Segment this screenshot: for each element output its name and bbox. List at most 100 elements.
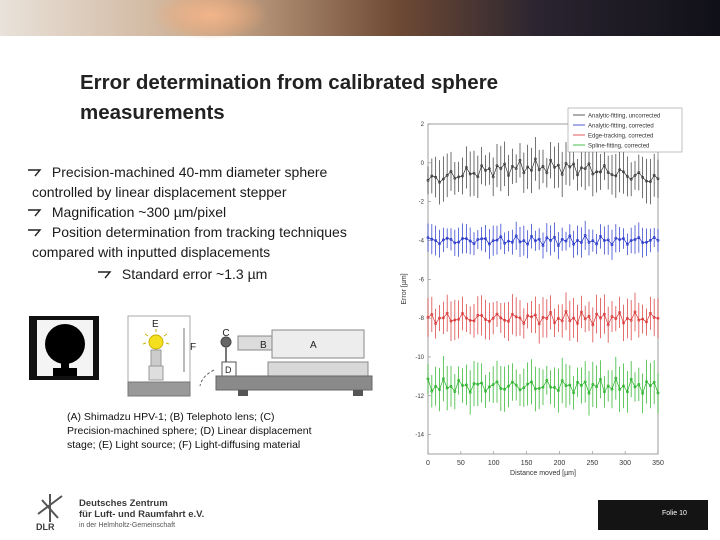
data-point <box>622 170 625 174</box>
data-point <box>487 167 491 170</box>
y-tick-label: -14 <box>415 433 424 439</box>
data-point <box>522 386 526 390</box>
data-point <box>583 234 587 237</box>
data-point <box>464 316 468 320</box>
data-point <box>426 315 430 319</box>
arrow-bullet-icon <box>28 229 42 237</box>
data-point <box>579 384 583 387</box>
data-point <box>430 312 434 316</box>
x-tick-label: 250 <box>586 460 598 467</box>
data-point <box>522 321 526 325</box>
y-tick-label: -12 <box>415 394 424 400</box>
data-point <box>579 241 583 244</box>
data-point <box>656 391 660 395</box>
data-point <box>510 164 514 168</box>
data-point <box>430 237 434 241</box>
logo-text: Deutsches Zentrum für Luft- und Raumfahr… <box>79 498 204 520</box>
data-point <box>434 239 438 242</box>
figure-caption: (A) Shimadzu HPV-1; (B) Telephoto lens; … <box>67 410 367 452</box>
data-point <box>464 166 468 169</box>
data-point <box>495 164 499 168</box>
data-point <box>625 242 629 246</box>
data-point <box>453 177 457 180</box>
data-point <box>641 176 645 179</box>
legend-label: Analytic-fitting, corrected <box>588 124 654 130</box>
data-point <box>453 390 457 394</box>
x-tick-label: 300 <box>619 460 631 467</box>
data-point <box>572 162 576 166</box>
data-point <box>560 319 564 323</box>
data-point <box>564 162 568 165</box>
data-point <box>499 235 503 239</box>
data-point <box>602 312 606 316</box>
data-point <box>656 238 660 242</box>
data-point <box>556 163 560 167</box>
data-point <box>537 322 541 326</box>
series-line <box>427 377 659 395</box>
bullet-1-line2: controlled by linear displacement steppe… <box>32 184 287 200</box>
bullet-1: Precision-machined 40-mm diameter sphere <box>28 162 412 182</box>
data-point <box>568 319 572 323</box>
data-point <box>510 380 514 384</box>
data-point <box>602 164 606 167</box>
data-point <box>645 320 648 324</box>
data-point <box>526 242 530 246</box>
data-point <box>595 242 599 246</box>
data-point <box>606 384 610 388</box>
data-point <box>583 317 587 321</box>
sphere-photo <box>29 316 99 380</box>
logo-line3: in der Helmholtz-Gemeinschaft <box>79 522 176 529</box>
data-point <box>514 234 518 238</box>
logo-line2: für Luft- und Raumfahrt e.V. <box>79 509 205 520</box>
data-point <box>514 167 518 171</box>
data-point <box>622 384 625 388</box>
data-point <box>541 244 545 247</box>
data-point <box>445 173 449 177</box>
data-point <box>518 240 522 244</box>
data-point <box>591 383 595 386</box>
data-point <box>522 239 526 243</box>
data-point <box>572 242 576 246</box>
data-point <box>606 171 610 174</box>
data-point <box>491 175 495 179</box>
data-point <box>637 171 641 174</box>
data-point <box>530 380 533 384</box>
data-point <box>461 312 464 315</box>
y-tick-label: -2 <box>419 200 425 206</box>
data-point <box>556 316 560 320</box>
label-e: E <box>152 319 159 330</box>
data-point <box>614 317 618 321</box>
data-point <box>618 310 622 314</box>
bullet-4: Standard error ~1.3 µm <box>32 264 412 284</box>
data-point <box>449 384 453 388</box>
data-point <box>656 177 660 181</box>
data-point <box>510 312 514 316</box>
arrow-bullet-icon <box>98 271 112 279</box>
y-tick-label: -8 <box>419 316 425 322</box>
data-point <box>610 315 614 318</box>
data-point <box>583 380 587 384</box>
x-tick-label: 50 <box>457 460 465 467</box>
data-point <box>576 173 579 177</box>
data-point <box>533 239 537 243</box>
label-b: B <box>260 340 267 351</box>
dlr-logo: DLR <box>36 494 63 532</box>
y-tick-label: 0 <box>421 161 425 167</box>
data-point <box>507 384 510 388</box>
data-point <box>549 239 553 242</box>
legend-label: Edge-tracking, corrected <box>588 134 653 140</box>
data-point <box>587 162 591 166</box>
label-f: F <box>190 342 196 353</box>
data-point <box>434 384 438 388</box>
data-point <box>652 380 656 384</box>
data-point <box>572 316 576 320</box>
data-point <box>518 388 522 392</box>
data-point <box>495 380 499 384</box>
data-point <box>633 385 637 389</box>
x-tick-label: 100 <box>488 460 500 467</box>
data-point <box>545 236 549 239</box>
data-point <box>468 239 472 243</box>
data-point <box>652 173 656 177</box>
data-point <box>629 318 633 322</box>
data-point <box>537 237 541 241</box>
